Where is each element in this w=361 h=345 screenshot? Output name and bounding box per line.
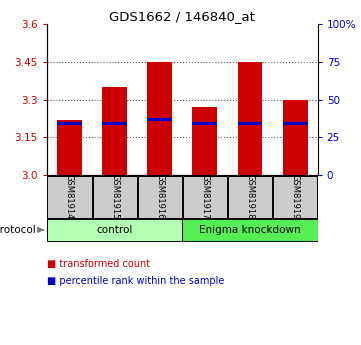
- Text: GSM81914: GSM81914: [65, 174, 74, 219]
- Bar: [192, 107, 217, 175]
- Bar: [102, 87, 127, 175]
- Bar: [57, 120, 82, 175]
- Bar: [238, 122, 262, 125]
- Bar: [273, 176, 317, 218]
- Bar: [147, 118, 172, 121]
- Text: Enigma knockdown: Enigma knockdown: [199, 225, 301, 235]
- Bar: [92, 176, 137, 218]
- Bar: [192, 122, 217, 125]
- Text: control: control: [96, 225, 133, 235]
- Text: GSM81918: GSM81918: [245, 174, 255, 219]
- Text: ■ percentile rank within the sample: ■ percentile rank within the sample: [47, 276, 224, 286]
- Bar: [102, 122, 127, 125]
- Bar: [238, 62, 262, 175]
- Bar: [47, 176, 92, 218]
- Bar: [147, 62, 172, 175]
- Text: GSM81919: GSM81919: [291, 174, 300, 219]
- Bar: [47, 219, 182, 241]
- Bar: [183, 176, 227, 218]
- Text: ■ transformed count: ■ transformed count: [47, 259, 150, 269]
- Text: protocol: protocol: [0, 225, 36, 235]
- Text: GSM81916: GSM81916: [155, 174, 164, 219]
- Bar: [283, 122, 308, 125]
- Bar: [228, 176, 272, 218]
- Bar: [138, 176, 182, 218]
- Bar: [182, 219, 318, 241]
- Bar: [283, 100, 308, 175]
- Text: GSM81917: GSM81917: [200, 174, 209, 219]
- Text: GSM81915: GSM81915: [110, 174, 119, 219]
- Bar: [57, 122, 82, 125]
- Title: GDS1662 / 146840_at: GDS1662 / 146840_at: [109, 10, 255, 23]
